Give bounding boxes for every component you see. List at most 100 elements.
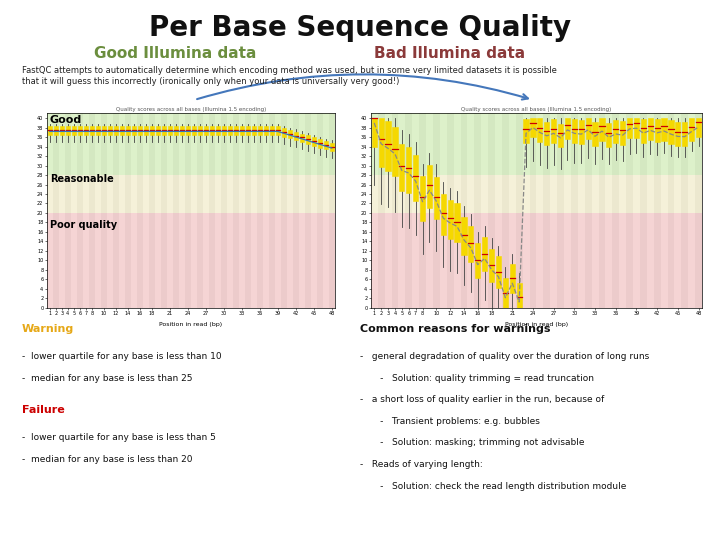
Bar bbox=[529, 113, 536, 308]
Bar bbox=[102, 126, 106, 135]
Bar bbox=[269, 113, 275, 308]
Bar bbox=[245, 113, 251, 308]
Bar bbox=[107, 126, 112, 135]
Bar bbox=[168, 126, 172, 135]
Text: Poor quality: Poor quality bbox=[50, 220, 117, 231]
Bar bbox=[441, 194, 446, 235]
Text: FastQC attempts to automatically determine which encoding method was used, but i: FastQC attempts to automatically determi… bbox=[22, 66, 557, 86]
Text: -   a short loss of quality earlier in the run, because of: - a short loss of quality earlier in the… bbox=[360, 395, 604, 404]
Bar bbox=[137, 113, 143, 308]
Bar bbox=[71, 113, 77, 308]
Bar bbox=[662, 118, 667, 140]
Bar bbox=[84, 126, 88, 135]
Bar bbox=[426, 113, 433, 308]
Bar bbox=[695, 113, 702, 308]
Bar bbox=[233, 126, 238, 135]
Bar bbox=[293, 113, 299, 308]
Bar bbox=[48, 126, 52, 135]
Bar bbox=[454, 113, 461, 308]
Text: -  lower quartile for any base is less than 10: - lower quartile for any base is less th… bbox=[22, 352, 221, 361]
Bar bbox=[161, 113, 167, 308]
Bar bbox=[627, 118, 632, 138]
Text: Reasonable: Reasonable bbox=[50, 174, 114, 184]
Bar bbox=[120, 126, 124, 135]
Bar bbox=[276, 126, 280, 135]
Bar bbox=[371, 113, 378, 308]
Bar bbox=[606, 113, 612, 308]
Bar bbox=[503, 278, 508, 308]
Text: Good: Good bbox=[50, 116, 82, 125]
Bar bbox=[558, 124, 563, 147]
Bar bbox=[675, 113, 681, 308]
Bar bbox=[502, 113, 509, 308]
Bar bbox=[239, 113, 245, 308]
Bar bbox=[155, 113, 161, 308]
Bar bbox=[143, 113, 149, 308]
Bar bbox=[47, 213, 335, 308]
Text: -  median for any base is less than 20: - median for any base is less than 20 bbox=[22, 455, 192, 464]
Bar bbox=[53, 113, 59, 308]
Bar bbox=[221, 113, 227, 308]
Bar bbox=[544, 122, 549, 145]
Bar bbox=[192, 126, 196, 135]
Text: Per Base Sequence Quality: Per Base Sequence Quality bbox=[149, 14, 571, 42]
Bar bbox=[619, 113, 626, 308]
Bar bbox=[482, 237, 487, 271]
Bar bbox=[433, 113, 440, 308]
Bar bbox=[125, 126, 130, 135]
Bar bbox=[287, 130, 292, 138]
Bar bbox=[149, 113, 155, 308]
Bar bbox=[138, 126, 142, 135]
Bar bbox=[640, 113, 647, 308]
Bar bbox=[661, 113, 667, 308]
Bar bbox=[215, 126, 220, 135]
Bar bbox=[675, 122, 680, 146]
Bar bbox=[688, 113, 695, 308]
Bar bbox=[550, 113, 557, 308]
Bar bbox=[71, 126, 76, 135]
Bar bbox=[240, 126, 244, 135]
Bar bbox=[633, 113, 640, 308]
Bar bbox=[107, 113, 113, 308]
Bar bbox=[251, 113, 257, 308]
Bar bbox=[204, 126, 208, 135]
Bar bbox=[53, 126, 58, 135]
Bar bbox=[113, 113, 119, 308]
Bar bbox=[119, 113, 125, 308]
Text: -  lower quartile for any base is less than 5: - lower quartile for any base is less th… bbox=[22, 433, 215, 442]
Title: Quality scores across all bases (Illumina 1.5 encoding): Quality scores across all bases (Illumin… bbox=[462, 106, 611, 112]
Bar bbox=[654, 113, 661, 308]
Bar bbox=[246, 126, 250, 135]
Bar bbox=[83, 113, 89, 308]
Bar bbox=[572, 119, 577, 143]
Bar bbox=[468, 226, 474, 262]
Bar bbox=[191, 113, 197, 308]
Bar bbox=[379, 118, 384, 167]
Bar bbox=[371, 213, 702, 308]
Bar bbox=[523, 119, 528, 143]
Bar bbox=[210, 126, 214, 135]
Bar bbox=[536, 113, 544, 308]
Bar bbox=[89, 113, 95, 308]
Text: -   Solution: quality trimming = read truncation: - Solution: quality trimming = read trun… bbox=[360, 374, 594, 383]
Bar bbox=[47, 175, 335, 213]
Bar bbox=[258, 126, 262, 135]
Bar bbox=[143, 126, 148, 135]
Bar bbox=[305, 113, 311, 308]
Bar bbox=[312, 137, 316, 146]
Bar bbox=[682, 123, 688, 146]
Bar bbox=[385, 121, 391, 171]
Text: Common reasons for warnings: Common reasons for warnings bbox=[360, 324, 551, 334]
Bar bbox=[179, 113, 185, 308]
Bar bbox=[47, 113, 53, 308]
Bar bbox=[269, 126, 274, 135]
Bar bbox=[510, 264, 515, 293]
Bar bbox=[179, 126, 184, 135]
Bar bbox=[132, 126, 136, 135]
Bar bbox=[667, 113, 675, 308]
Bar bbox=[598, 113, 606, 308]
Bar bbox=[413, 113, 419, 308]
Bar bbox=[647, 113, 654, 308]
Bar bbox=[318, 139, 322, 147]
Bar bbox=[420, 177, 426, 221]
